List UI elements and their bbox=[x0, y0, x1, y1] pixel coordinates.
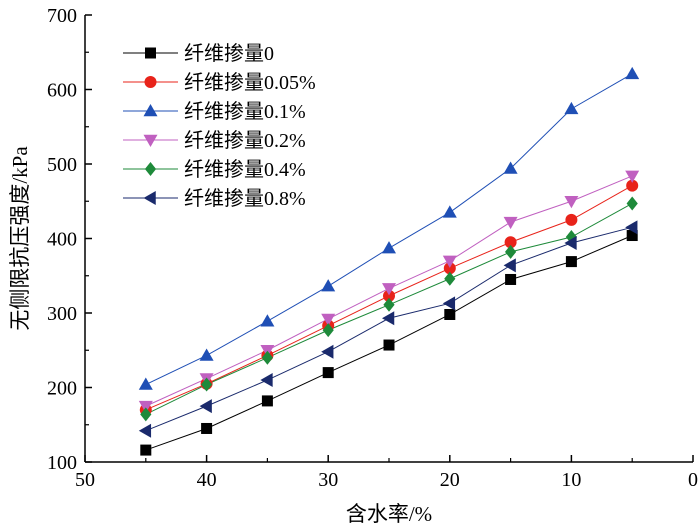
data-point-2-5 bbox=[442, 205, 457, 218]
data-point-1-8 bbox=[626, 179, 639, 192]
data-point-0-4 bbox=[383, 339, 395, 351]
x-tick-label: 50 bbox=[75, 469, 95, 491]
legend-marker-3 bbox=[143, 134, 158, 147]
data-point-5-2 bbox=[260, 373, 273, 388]
data-point-3-6 bbox=[503, 216, 518, 230]
data-point-2-6 bbox=[503, 161, 518, 174]
data-point-5-0 bbox=[138, 423, 152, 438]
y-tick-label: 300 bbox=[47, 303, 77, 325]
data-point-0-3 bbox=[322, 367, 334, 379]
legend-marker-5 bbox=[143, 191, 156, 205]
legend: 纤维掺量0 纤维掺量0.05% 纤维掺量0.1% 纤维掺量0.2% 纤维掺量0.4% 纤维… bbox=[123, 42, 316, 210]
x-tick-label: 40 bbox=[197, 469, 217, 491]
data-point-1-5 bbox=[443, 262, 456, 275]
data-point-3-4 bbox=[382, 283, 396, 296]
data-point-5-7 bbox=[564, 235, 577, 250]
data-point-1-7 bbox=[565, 213, 578, 226]
data-point-3-0 bbox=[138, 400, 153, 414]
data-point-3-3 bbox=[321, 313, 336, 326]
data-point-3-5 bbox=[442, 255, 457, 268]
data-point-3-7 bbox=[564, 196, 579, 209]
y-tick-label: 600 bbox=[47, 80, 77, 102]
data-point-0-1 bbox=[201, 422, 213, 434]
legend-label-3: 纤维掺量0.2% bbox=[184, 129, 306, 152]
data-point-2-8 bbox=[625, 66, 640, 80]
data-point-2-7 bbox=[564, 101, 579, 115]
data-point-0-0 bbox=[140, 444, 152, 456]
data-point-3-8 bbox=[625, 170, 640, 183]
legend-label-4: 纤维掺量0.4% bbox=[184, 158, 306, 181]
x-tick-label: 10 bbox=[561, 469, 581, 491]
data-point-5-3 bbox=[321, 344, 334, 359]
data-point-5-4 bbox=[382, 311, 395, 326]
data-point-4-3 bbox=[322, 323, 334, 338]
data-point-4-0 bbox=[140, 407, 152, 422]
series-line-5 bbox=[145, 226, 633, 432]
data-point-0-2 bbox=[261, 395, 273, 407]
data-point-0-5 bbox=[444, 308, 456, 320]
data-point-5-6 bbox=[503, 258, 516, 273]
data-point-2-0 bbox=[138, 377, 153, 390]
legend-label-5: 纤维掺量0.8% bbox=[184, 187, 306, 210]
data-point-1-6 bbox=[504, 236, 517, 249]
legend-label-2: 纤维掺量0.1% bbox=[184, 100, 306, 123]
data-point-5-1 bbox=[199, 399, 212, 414]
legend-marker-0 bbox=[145, 47, 156, 59]
data-point-0-7 bbox=[565, 256, 577, 268]
data-point-1-4 bbox=[383, 289, 395, 302]
data-point-4-4 bbox=[383, 297, 395, 312]
data-point-4-8 bbox=[626, 196, 638, 211]
legend-label-0: 纤维掺量0 bbox=[184, 42, 274, 65]
data-point-5-8 bbox=[625, 220, 638, 235]
data-point-4-6 bbox=[505, 244, 517, 259]
data-point-4-1 bbox=[201, 377, 213, 392]
series-markers bbox=[138, 66, 640, 456]
data-point-2-2 bbox=[260, 314, 275, 327]
data-point-2-1 bbox=[199, 348, 214, 361]
legend-marker-2 bbox=[143, 104, 158, 117]
y-axis-title: 无侧限抗压强度/kPa bbox=[8, 146, 32, 331]
data-point-2-4 bbox=[382, 241, 396, 254]
x-tick-label: 30 bbox=[318, 469, 338, 491]
data-point-2-3 bbox=[321, 279, 336, 292]
legend-label-1: 纤维掺量0.05% bbox=[184, 71, 316, 94]
data-point-0-6 bbox=[505, 273, 517, 285]
x-tick-label: 20 bbox=[440, 469, 460, 491]
y-tick-label: 500 bbox=[47, 154, 77, 176]
data-point-0-8 bbox=[626, 230, 638, 242]
data-point-5-5 bbox=[442, 296, 456, 311]
data-point-4-5 bbox=[444, 271, 456, 286]
y-tick-label: 100 bbox=[47, 452, 77, 474]
y-tick-label: 400 bbox=[47, 229, 77, 251]
y-tick-label: 200 bbox=[47, 378, 77, 400]
legend-marker-1 bbox=[144, 76, 157, 88]
y-tick-label: 700 bbox=[47, 5, 77, 27]
x-tick-label: 0 bbox=[688, 469, 698, 491]
data-point-4-2 bbox=[261, 350, 273, 365]
legend-marker-4 bbox=[144, 162, 157, 176]
x-axis-title: 含水率/% bbox=[346, 502, 432, 526]
